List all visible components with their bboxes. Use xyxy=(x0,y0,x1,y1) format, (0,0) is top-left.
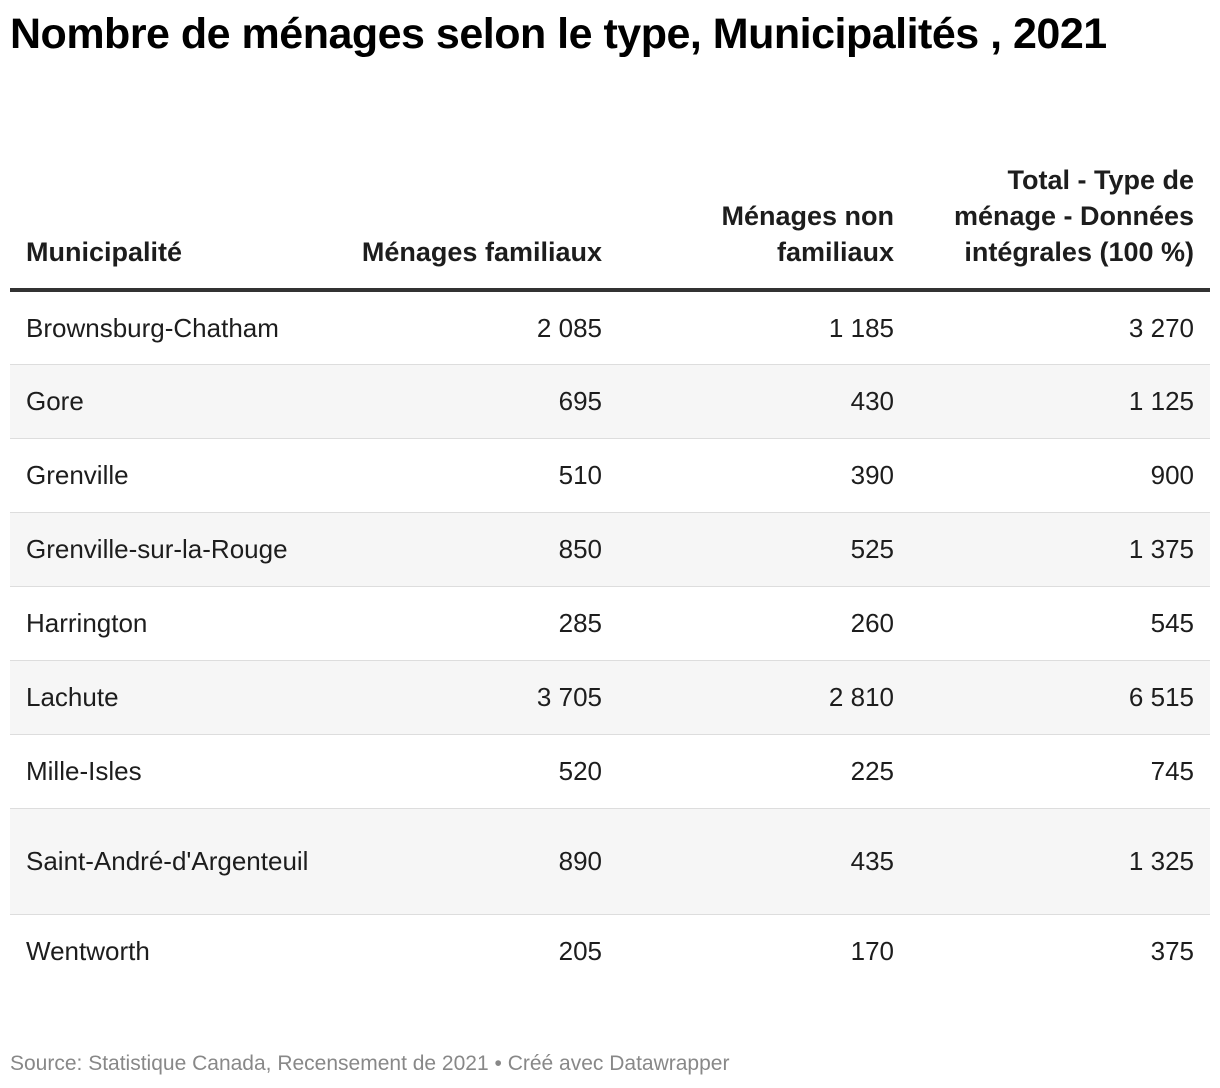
table-row: Saint-André-d'Argenteuil 890 435 1 325 xyxy=(10,808,1210,915)
cell-menages-non-familiaux: 225 xyxy=(618,734,910,809)
source-text: Source: Statistique Canada, Recensement … xyxy=(10,1052,489,1075)
cell-municipalite: Mille-Isles xyxy=(10,734,326,809)
cell-menages-familiaux: 205 xyxy=(558,936,602,967)
column-header-menages-familiaux[interactable]: Ménages familiaux xyxy=(326,112,618,292)
cell-menages-non-familiaux: 2 810 xyxy=(618,660,910,735)
cell-menages-non-familiaux: 525 xyxy=(618,512,910,587)
table-row: Gore 695 430 1 125 xyxy=(10,364,1210,439)
table-row: Mille-Isles 520 225 745 xyxy=(10,734,1210,809)
cell-municipalite: Wentworth xyxy=(26,936,150,967)
cell-menages-non-familiaux: 430 xyxy=(618,364,910,439)
table-row: Lachute 3 705 2 810 6 515 xyxy=(10,660,1210,735)
cell-menages-familiaux: 520 xyxy=(326,734,618,809)
cell-municipalite: Grenville xyxy=(10,438,326,513)
cell-total: 1 125 xyxy=(910,364,1210,439)
cell-total: 375 xyxy=(1150,936,1194,967)
cell-municipalite: Brownsburg-Chatham xyxy=(10,290,326,365)
table-body: Brownsburg-Chatham 2 085 1 185 3 270 Gore 695… xyxy=(10,290,1210,988)
data-table: Municipalité Ménages familiaux Ménages n… xyxy=(10,112,1210,988)
cell-menages-non-familiaux: 260 xyxy=(618,586,910,661)
cell-menages-familiaux: 3 705 xyxy=(326,660,618,735)
chart-title: Nombre de ménages selon le type, Municip… xyxy=(10,10,1107,58)
credit-link[interactable]: Créé avec Datawrapper xyxy=(507,1052,730,1075)
column-header-total[interactable]: Total - Type de ménage - Données intégra… xyxy=(910,112,1210,292)
column-header-menages-non-familiaux[interactable]: Ménages non familiaux xyxy=(618,112,910,292)
cell-total: 3 270 xyxy=(910,290,1210,365)
cell-municipalite: Harrington xyxy=(10,586,326,661)
footer-separator: • xyxy=(488,1052,508,1075)
cell-menages-non-familiaux: 1 185 xyxy=(618,290,910,365)
cell-menages-familiaux: 285 xyxy=(326,586,618,661)
cell-menages-non-familiaux: 435 xyxy=(618,808,910,915)
cell-menages-non-familiaux: 170 xyxy=(850,936,894,967)
table-header: Municipalité Ménages familiaux Ménages n… xyxy=(10,112,1210,292)
cell-total: 6 515 xyxy=(910,660,1210,735)
cell-menages-familiaux: 890 xyxy=(326,808,618,915)
source-footer: Source: Statistique Canada, Recensement … xyxy=(10,1050,729,1078)
cell-municipalite: Grenville-sur-la-Rouge xyxy=(10,512,326,587)
header-row: Municipalité Ménages familiaux Ménages n… xyxy=(10,112,1210,292)
cell-menages-familiaux: 510 xyxy=(326,438,618,513)
cell-municipalite: Gore xyxy=(10,364,326,439)
table-row: Grenville 510 390 900 xyxy=(10,438,1210,513)
cell-municipalite: Saint-André-d'Argenteuil xyxy=(10,808,326,915)
cell-menages-familiaux: 850 xyxy=(326,512,618,587)
cell-total: 745 xyxy=(910,734,1210,809)
table-row: Wentworth 205 170 375 xyxy=(10,914,1210,988)
cell-total: 1 325 xyxy=(910,808,1210,915)
table-row: Harrington 285 260 545 xyxy=(10,586,1210,661)
table-row: Grenville-sur-la-Rouge 850 525 1 375 xyxy=(10,512,1210,587)
column-header-municipalite[interactable]: Municipalité xyxy=(10,112,326,292)
cell-menages-familiaux: 2 085 xyxy=(326,290,618,365)
cell-menages-non-familiaux: 390 xyxy=(618,438,910,513)
cell-menages-familiaux: 695 xyxy=(326,364,618,439)
cell-total: 1 375 xyxy=(910,512,1210,587)
cell-total: 545 xyxy=(910,586,1210,661)
cell-total: 900 xyxy=(910,438,1210,513)
cell-municipalite: Lachute xyxy=(10,660,326,735)
table-row: Brownsburg-Chatham 2 085 1 185 3 270 xyxy=(10,290,1210,365)
